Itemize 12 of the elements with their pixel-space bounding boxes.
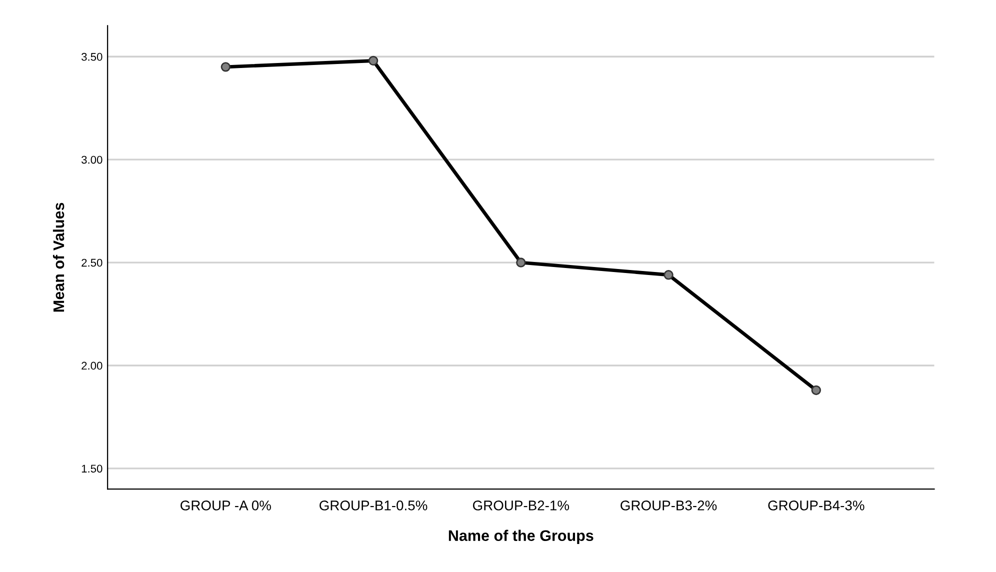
x-tick-label: GROUP-B1-0.5% [320, 500, 428, 510]
x-tick-label: GROUP-B2-1% [472, 500, 570, 510]
y-axis-title: Mean of Values [52, 202, 64, 312]
y-tick-label: 2.50 [82, 258, 102, 267]
y-tick-label: 2.00 [82, 362, 102, 370]
y-tick-label: 3.00 [82, 156, 102, 164]
x-tick-label: GROUP-B3-2% [620, 500, 717, 510]
x-tick-label: GROUP-B4-3% [768, 500, 864, 510]
x-axis-title: Name of the Groups [448, 530, 594, 544]
y-tick-label: 3.50 [82, 52, 102, 61]
y-tick-label: 1.50 [82, 464, 102, 473]
x-tick-label: GROUP -A 0% [180, 500, 271, 510]
